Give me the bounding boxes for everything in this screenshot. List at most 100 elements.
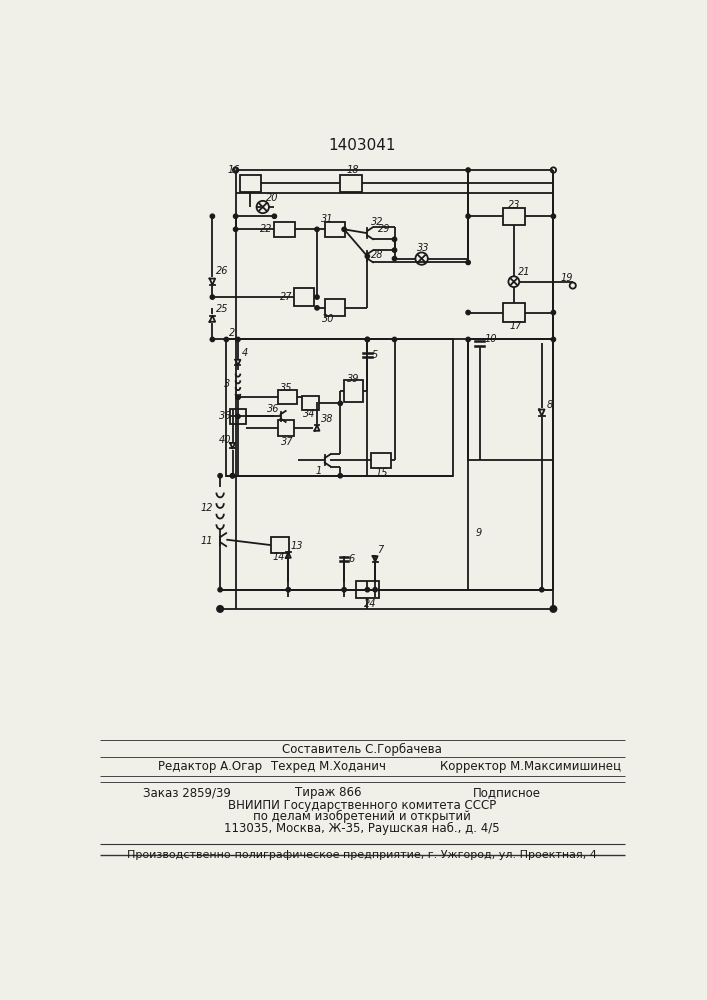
- Circle shape: [218, 474, 222, 478]
- Text: 13: 13: [291, 541, 303, 551]
- Text: Тираж 866: Тираж 866: [296, 786, 362, 799]
- Circle shape: [392, 237, 397, 242]
- Text: 18: 18: [346, 165, 359, 175]
- Circle shape: [392, 256, 397, 261]
- Bar: [356, 581, 379, 598]
- Circle shape: [233, 214, 238, 218]
- Text: 24: 24: [363, 599, 376, 609]
- Text: 38: 38: [321, 414, 334, 424]
- Circle shape: [466, 260, 470, 265]
- Text: 6: 6: [349, 554, 355, 564]
- Circle shape: [224, 337, 228, 342]
- Bar: [503, 303, 525, 322]
- Text: 16: 16: [228, 165, 240, 175]
- Text: Подписное: Подписное: [473, 786, 541, 799]
- Text: 21: 21: [518, 267, 530, 277]
- Bar: [503, 208, 525, 225]
- Bar: [344, 380, 363, 402]
- Bar: [468, 339, 554, 460]
- Bar: [230, 409, 246, 424]
- Bar: [274, 222, 295, 237]
- Circle shape: [366, 337, 370, 342]
- Text: Производственно-полиграфическое предприятие, г. Ужгород, ул. Проектная, 4: Производственно-полиграфическое предприя…: [127, 850, 597, 860]
- Text: Заказ 2859/39: Заказ 2859/39: [143, 786, 230, 799]
- Circle shape: [466, 168, 470, 172]
- Text: 26: 26: [216, 266, 228, 276]
- Circle shape: [342, 227, 346, 231]
- Circle shape: [286, 588, 291, 592]
- Circle shape: [235, 395, 240, 399]
- Bar: [226, 339, 452, 476]
- Circle shape: [466, 310, 470, 315]
- Circle shape: [539, 588, 544, 592]
- Text: 4: 4: [242, 348, 248, 358]
- Text: Техред М.Ходанич: Техред М.Ходанич: [271, 760, 386, 773]
- Circle shape: [551, 214, 556, 218]
- Circle shape: [551, 337, 556, 342]
- Text: 28: 28: [371, 250, 384, 260]
- Circle shape: [366, 337, 370, 342]
- Bar: [371, 453, 392, 468]
- Text: 2: 2: [230, 328, 235, 338]
- Text: 17: 17: [509, 321, 522, 331]
- Text: 22: 22: [260, 224, 273, 234]
- Text: 1403041: 1403041: [328, 138, 396, 153]
- Text: 11: 11: [201, 536, 214, 546]
- Bar: [340, 175, 362, 192]
- Circle shape: [210, 337, 214, 342]
- Circle shape: [272, 214, 276, 218]
- Text: 37: 37: [281, 437, 293, 447]
- Text: 1: 1: [315, 466, 322, 476]
- Circle shape: [551, 607, 556, 611]
- Circle shape: [315, 306, 319, 310]
- Text: 10: 10: [484, 334, 497, 344]
- Text: 9: 9: [476, 528, 482, 538]
- Circle shape: [230, 474, 235, 478]
- Bar: [240, 175, 261, 192]
- Circle shape: [366, 254, 370, 258]
- Circle shape: [235, 337, 240, 342]
- Text: 36: 36: [218, 411, 231, 421]
- Circle shape: [392, 248, 397, 252]
- Circle shape: [235, 395, 240, 399]
- Text: 3: 3: [224, 379, 230, 389]
- Circle shape: [342, 588, 346, 592]
- Bar: [301, 396, 319, 410]
- Circle shape: [315, 227, 319, 231]
- Bar: [279, 390, 297, 404]
- Text: 15: 15: [376, 468, 388, 478]
- Text: Редактор А.Огар: Редактор А.Огар: [158, 760, 262, 773]
- Text: 34: 34: [303, 409, 315, 419]
- Text: по делам изобретений и открытий: по делам изобретений и открытий: [253, 810, 471, 823]
- Bar: [279, 420, 293, 436]
- Text: 35: 35: [280, 383, 292, 393]
- Circle shape: [466, 214, 470, 218]
- Text: ВНИИПИ Государственного комитета СССР: ВНИИПИ Государственного комитета СССР: [228, 799, 496, 812]
- Text: 12: 12: [201, 503, 214, 513]
- Circle shape: [230, 474, 235, 478]
- Circle shape: [392, 337, 397, 342]
- Circle shape: [466, 337, 470, 342]
- Circle shape: [235, 414, 240, 419]
- Text: 20: 20: [266, 193, 279, 203]
- Text: 25: 25: [216, 304, 228, 314]
- Text: 23: 23: [508, 200, 520, 210]
- Text: 8: 8: [547, 400, 553, 410]
- Circle shape: [233, 227, 238, 231]
- Circle shape: [338, 401, 342, 406]
- Text: 19: 19: [561, 273, 573, 283]
- Text: 31: 31: [321, 214, 334, 224]
- Text: 14: 14: [273, 552, 286, 562]
- Bar: [293, 288, 314, 306]
- Text: 36: 36: [267, 404, 279, 414]
- Text: Составитель С.Горбачева: Составитель С.Горбачева: [282, 743, 442, 756]
- Text: 113035, Москва, Ж-35, Раушская наб., д. 4/5: 113035, Москва, Ж-35, Раушская наб., д. …: [224, 822, 500, 835]
- Circle shape: [210, 295, 214, 299]
- Circle shape: [373, 588, 378, 592]
- Text: 29: 29: [378, 224, 391, 234]
- Text: 30: 30: [322, 314, 334, 324]
- Text: 33: 33: [417, 243, 429, 253]
- Bar: [325, 299, 345, 316]
- Circle shape: [218, 607, 222, 611]
- Text: 39: 39: [347, 374, 360, 384]
